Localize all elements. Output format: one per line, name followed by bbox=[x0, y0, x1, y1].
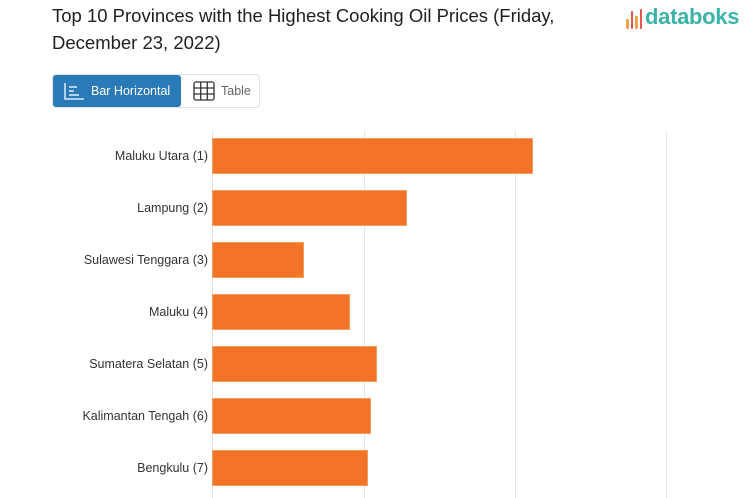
bar-horizontal-icon bbox=[64, 83, 84, 100]
category-label: Sulawesi Tenggara (3) bbox=[83, 253, 208, 267]
category-label: Sumatera Selatan (5) bbox=[89, 357, 208, 371]
chart-title: Top 10 Provinces with the Highest Cookin… bbox=[52, 5, 555, 53]
category-label: Bengkulu (7) bbox=[137, 461, 208, 475]
gridline bbox=[515, 130, 516, 498]
bar-row: Lampung (2) bbox=[0, 190, 753, 226]
table-grid-icon bbox=[193, 81, 215, 101]
logo-bars-icon bbox=[626, 7, 642, 29]
gridline bbox=[364, 130, 365, 498]
bar-row: Sulawesi Tenggara (3) bbox=[0, 242, 753, 278]
category-label: Maluku Utara (1) bbox=[114, 149, 208, 163]
table-label: Table bbox=[221, 84, 251, 98]
bar-row: Maluku Utara (1) bbox=[0, 138, 753, 174]
category-label: Kalimantan Tengah (6) bbox=[82, 409, 208, 423]
bar-row: Bengkulu (7) bbox=[0, 450, 753, 486]
bar-row: Sumatera Selatan (5) bbox=[0, 346, 753, 382]
gridline bbox=[666, 130, 667, 498]
bar[interactable] bbox=[212, 190, 407, 226]
bar-row: Maluku (4) bbox=[0, 294, 753, 330]
databoks-logo: databoks bbox=[626, 3, 739, 29]
bar[interactable] bbox=[212, 450, 368, 486]
logo-text: databoks bbox=[645, 4, 740, 29]
bar-chart: Maluku Utara (1) Lampung (2) Sulawesi Te… bbox=[0, 128, 753, 498]
category-label: Maluku (4) bbox=[148, 305, 208, 319]
bar-horizontal-button[interactable]: Bar Horizontal bbox=[53, 75, 181, 107]
bar-row: Kalimantan Tengah (6) bbox=[0, 398, 753, 434]
bar[interactable] bbox=[212, 242, 304, 278]
bar[interactable] bbox=[212, 398, 371, 434]
bar-horizontal-label: Bar Horizontal bbox=[91, 84, 171, 98]
table-button[interactable]: Table bbox=[181, 75, 251, 107]
category-label: Lampung (2) bbox=[137, 201, 208, 215]
view-toggle: Bar Horizontal Table bbox=[52, 74, 260, 108]
bar[interactable] bbox=[212, 138, 533, 174]
bar[interactable] bbox=[212, 294, 350, 330]
bar[interactable] bbox=[212, 346, 377, 382]
